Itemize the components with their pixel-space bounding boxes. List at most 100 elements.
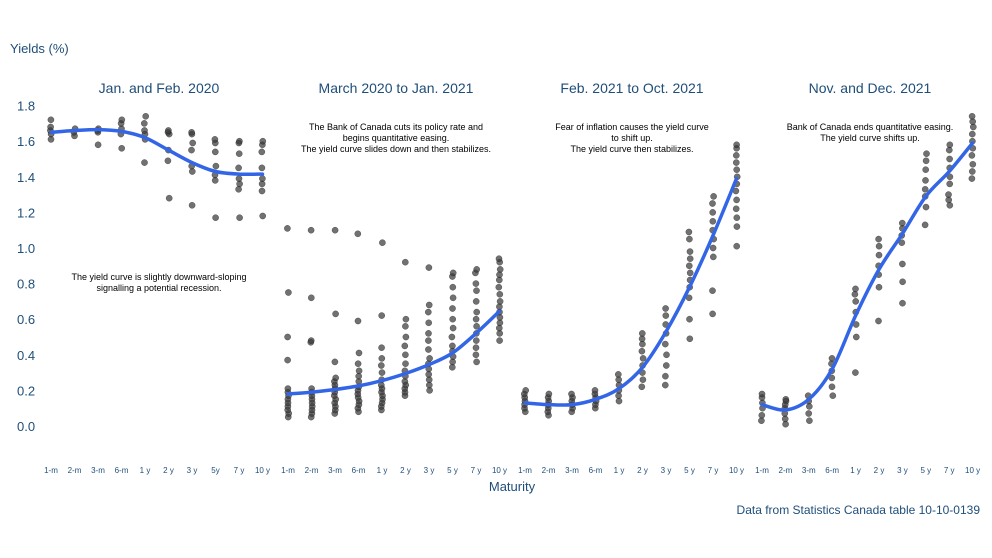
y-tick-label: 1.8 — [17, 99, 35, 114]
panel-annotation: The yield curve slides down and then sta… — [301, 144, 491, 154]
data-point — [449, 342, 456, 350]
panel-annotation: The yield curve then stabilizes. — [570, 144, 693, 154]
y-tick-label: 1.0 — [17, 241, 35, 256]
data-point — [142, 112, 150, 120]
data-point — [922, 177, 929, 184]
x-tick-label: 2 y — [163, 466, 174, 475]
data-point — [284, 385, 292, 392]
panel-annotation: signalling a potential recession. — [96, 283, 221, 293]
x-tick-label: 10 y — [965, 466, 980, 475]
data-point — [402, 322, 409, 330]
data-point — [614, 371, 622, 378]
x-tick-label: 10 y — [729, 466, 744, 475]
x-tick-label: 2 y — [637, 466, 648, 475]
data-point — [661, 381, 669, 389]
panel: Feb. 2021 to Oct. 2021 Fear of inflation … — [518, 80, 744, 475]
data-point — [496, 337, 503, 344]
data-point — [969, 160, 977, 168]
x-tick-label: 7 y — [708, 466, 719, 475]
data-point — [235, 150, 243, 158]
data-point — [472, 280, 480, 287]
x-tick-label: 2-m — [68, 466, 82, 475]
data-point — [473, 308, 481, 316]
data-point — [591, 387, 599, 394]
x-tick-label: 7 y — [234, 466, 245, 475]
data-point — [472, 337, 480, 344]
data-point — [732, 152, 740, 159]
data-point — [259, 175, 266, 182]
data-point — [425, 337, 432, 344]
data-point — [235, 185, 242, 193]
y-tick-label: 0.0 — [17, 419, 35, 434]
x-tick-label: 6-m — [589, 466, 603, 475]
data-point — [733, 141, 740, 149]
data-point — [732, 205, 740, 213]
panel-title: March 2020 to Jan. 2021 — [319, 80, 474, 96]
data-point — [946, 173, 954, 181]
data-point — [806, 417, 813, 425]
data-point — [236, 214, 243, 222]
data-point — [946, 141, 954, 149]
x-tick-label: 3 y — [661, 466, 672, 475]
data-point — [331, 358, 339, 366]
data-point — [332, 374, 340, 382]
data-point — [685, 262, 693, 270]
data-point — [732, 159, 740, 166]
data-point — [473, 287, 480, 295]
data-point — [923, 150, 930, 158]
data-point — [758, 390, 766, 398]
x-tick-label: 5y — [211, 466, 219, 475]
data-point — [733, 166, 741, 174]
data-point — [307, 294, 315, 302]
data-point — [898, 239, 906, 247]
data-point — [495, 255, 503, 263]
data-point — [945, 191, 952, 198]
data-point — [899, 299, 906, 307]
data-point — [402, 351, 409, 359]
data-point — [449, 294, 457, 302]
data-point — [733, 223, 741, 230]
data-point — [426, 355, 433, 362]
data-point — [968, 152, 976, 159]
data-point — [472, 315, 480, 323]
data-point — [875, 235, 882, 243]
data-point — [661, 340, 669, 348]
x-tick-label: 3-m — [565, 466, 579, 475]
x-tick-label: 1 y — [140, 466, 151, 475]
data-point — [425, 319, 433, 327]
data-point — [164, 157, 172, 165]
data-point — [425, 301, 433, 309]
x-tick-label: 2-m — [779, 466, 793, 475]
data-point — [449, 269, 457, 277]
data-point — [284, 333, 291, 341]
trend-line — [523, 176, 739, 407]
data-point — [968, 175, 976, 182]
panel-annotation: to shift up. — [611, 133, 653, 143]
data-point — [852, 369, 859, 376]
data-point — [118, 116, 126, 124]
data-point — [188, 128, 195, 136]
data-point — [522, 387, 530, 394]
y-tick-label: 1.4 — [17, 170, 35, 185]
data-point — [211, 136, 219, 143]
data-point — [922, 166, 930, 174]
data-point — [875, 283, 883, 291]
panel-annotation: Fear of inflation causes the yield curve — [555, 122, 709, 132]
x-tick-label: 10 y — [492, 466, 507, 475]
data-point — [805, 410, 813, 417]
data-point — [733, 242, 741, 250]
data-point — [449, 305, 456, 312]
data-point — [899, 278, 906, 286]
data-point — [94, 141, 102, 149]
data-point — [946, 180, 954, 188]
data-point — [378, 355, 386, 362]
data-point — [47, 123, 54, 131]
panel-annotation: Bank of Canada ends quantitative easing. — [787, 122, 954, 132]
x-tick-label: 6-m — [825, 466, 839, 475]
data-point — [378, 312, 386, 319]
data-point — [968, 130, 976, 138]
data-point — [425, 330, 432, 337]
x-tick-label: 5 y — [447, 466, 458, 475]
data-point — [638, 330, 646, 337]
